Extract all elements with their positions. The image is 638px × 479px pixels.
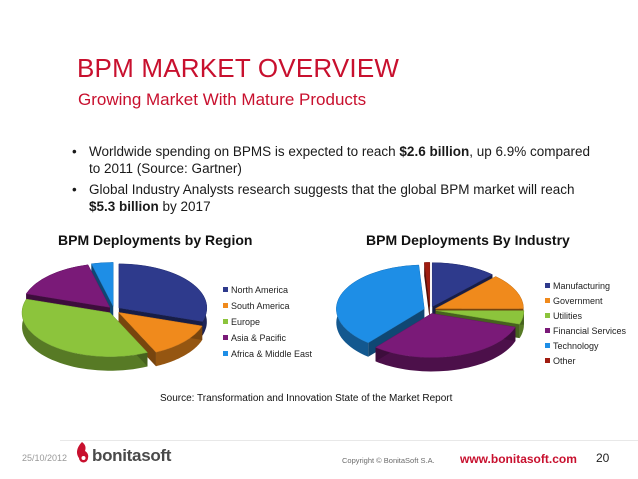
legend-label: Africa & Middle East	[231, 349, 313, 359]
legend-swatch	[545, 298, 550, 303]
bullet-text: Global Industry Analysts research sugges…	[89, 182, 575, 197]
legend-swatch	[223, 303, 228, 308]
pie-slice-asia-pacific	[25, 264, 111, 308]
legend-label: Other	[553, 356, 576, 366]
pie-slice-side	[156, 326, 203, 367]
region-chart-title: BPM Deployments by Region	[58, 232, 253, 248]
legend-swatch	[545, 328, 550, 333]
industry-legend: Manufacturing Government Utilities Financia…	[545, 281, 626, 371]
bullet-list: • Worldwide spending on BPMS is expected…	[72, 143, 592, 219]
bullet-text: by 2017	[158, 199, 211, 214]
legend-swatch	[545, 283, 550, 288]
legend-item: Europe	[223, 317, 312, 333]
footer-date: 25/10/2012	[22, 453, 68, 463]
pie-slice-europe	[21, 298, 148, 357]
page-number: 20	[596, 451, 610, 465]
legend-label: South America	[231, 301, 290, 311]
pie-slice-financial-services	[375, 313, 516, 358]
website-link[interactable]: www.bonitasoft.com	[460, 452, 577, 466]
legend-label: Financial Services	[553, 326, 627, 336]
industry-pie-chart	[336, 262, 525, 372]
pie-slice-side	[375, 327, 516, 372]
bullet-highlight: $5.3 billion	[89, 199, 159, 214]
legend-label: Government	[553, 296, 603, 306]
industry-chart-title: BPM Deployments By Industry	[366, 232, 570, 248]
footer	[0, 432, 638, 479]
legend-label: Manufacturing	[553, 281, 611, 291]
pie-slice-government	[435, 276, 524, 309]
pie-slice-manufacturing	[431, 262, 493, 308]
footer-divider	[60, 440, 638, 441]
legend-label: Asia & Pacific	[231, 333, 287, 343]
legend-swatch	[545, 343, 550, 348]
source-note: Source: Transformation and Innovation St…	[160, 393, 453, 404]
legend-swatch	[545, 358, 550, 363]
pie-slice-other	[424, 262, 431, 307]
legend-item: South America	[223, 301, 312, 317]
legend-swatch	[223, 287, 228, 292]
bullet-highlight: $2.6 billion	[399, 144, 470, 159]
legend-swatch	[223, 351, 228, 356]
pie-slice-south-america	[117, 312, 203, 353]
legend-swatch	[223, 335, 228, 340]
copyright-text: Copyright © BonitaSoft S.A.	[342, 456, 435, 465]
legend-label: Europe	[231, 317, 261, 327]
legend-swatch	[545, 313, 550, 318]
region-legend: North America South America Europe Asia & P…	[223, 285, 312, 365]
bullet-text: , up 6.9% compared to 2011 (Source: Gart…	[89, 144, 591, 176]
legend-item: Technology	[545, 341, 626, 356]
legend-item: Manufacturing	[545, 281, 626, 296]
pie-slice-utilities	[435, 310, 525, 325]
legend-item: Africa & Middle East	[223, 349, 312, 365]
slide-title: BPM MARKET OVERVIEW	[77, 53, 400, 83]
region-pie-chart	[21, 262, 208, 371]
legend-swatch	[223, 319, 228, 324]
bonitasoft-logo-icon	[77, 442, 89, 463]
legend-item: North America	[223, 285, 312, 301]
bullet-item: • Worldwide spending on BPMS is expected…	[72, 143, 592, 177]
bullet-item: • Global Industry Analysts research sugg…	[72, 181, 592, 215]
bullet-text: Worldwide spending on BPMS is expected t…	[89, 144, 400, 159]
legend-label: Technology	[553, 341, 599, 351]
pie-slice-edge	[424, 262, 430, 321]
legend-label: North America	[231, 285, 289, 295]
legend-item: Other	[545, 356, 626, 371]
legend-item: Government	[545, 296, 626, 311]
legend-item: Utilities	[545, 311, 626, 326]
pie-slice-technology	[336, 264, 425, 344]
legend-label: Utilities	[553, 311, 583, 321]
pie-slice-africa-middle-east	[91, 262, 114, 307]
bullet-dot: •	[72, 182, 77, 197]
slide-subtitle: Growing Market With Mature Products	[78, 90, 367, 109]
legend-item: Asia & Pacific	[223, 333, 312, 349]
pie-slice-side	[22, 299, 148, 371]
pie-slice-north-america	[118, 263, 208, 322]
bullet-dot: •	[72, 144, 77, 159]
legend-item: Financial Services	[545, 326, 626, 341]
logo-text: bonitasoft	[92, 446, 172, 465]
